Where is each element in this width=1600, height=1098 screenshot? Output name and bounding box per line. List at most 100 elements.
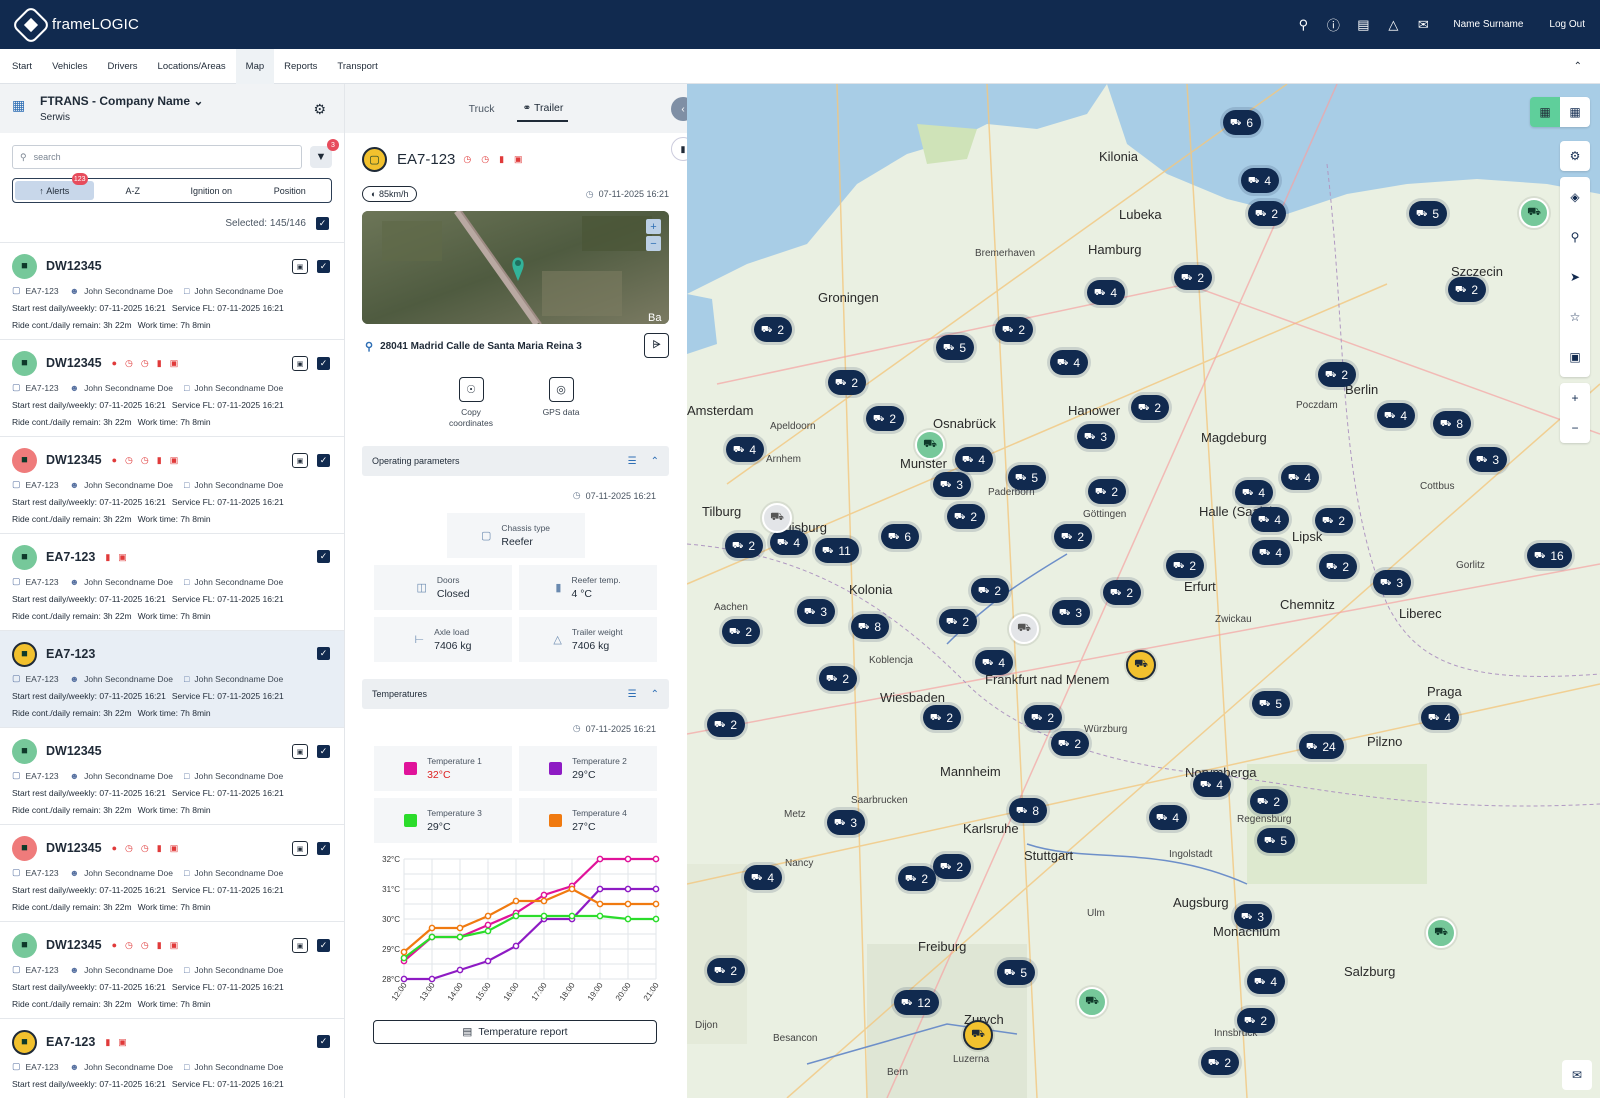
vehicle-cluster-marker[interactable]: ⛟ 5 [936, 335, 975, 360]
vehicle-cluster-marker[interactable]: ⛟ 4 [975, 650, 1014, 675]
vehicle-cluster-marker[interactable]: ⛟ 2 [1318, 362, 1357, 387]
nav-start[interactable]: Start [12, 60, 33, 72]
zoom-out-button[interactable]: − [646, 236, 661, 251]
vehicle-cluster-marker[interactable]: ⛟ 4 [1281, 465, 1320, 490]
logo[interactable]: frameLOGIC [11, 4, 139, 45]
vehicle-cluster-marker[interactable]: ⛟ 8 [1009, 798, 1048, 823]
vehicle-cluster-marker[interactable]: ⛟ 3 [933, 472, 972, 497]
vehicle-cluster-marker[interactable]: ⛟ 5 [1409, 201, 1448, 226]
vehicle-cluster-marker[interactable]: ⛟ 6 [1223, 110, 1262, 135]
vehicle-cluster-marker[interactable]: ⛟ 2 [1315, 508, 1354, 533]
vehicle-marker[interactable]: ⛟ [762, 503, 792, 533]
vehicle-cluster-marker[interactable]: ⛟ 2 [933, 854, 972, 879]
warning-icon[interactable]: △ [1388, 16, 1399, 32]
drag-handle-icon[interactable]: ☰ [627, 688, 637, 700]
fleet-map[interactable]: Kilonia Hamburg Bremerhaven Lubeka Szczecin B… [687, 84, 1600, 1098]
chat-icon[interactable]: ✉ [1562, 1060, 1592, 1090]
nav-map[interactable]: Map [235, 48, 275, 84]
vehicle-card[interactable]: ■ EA7-123 ✓ ▢ EA7-123 ☻ John Secondname Doe □ Jo… [0, 631, 344, 728]
vehicle-cluster-marker[interactable]: ⛟ 2 [947, 504, 986, 529]
vehicle-cluster-marker[interactable]: ⛟ 2 [1131, 395, 1170, 420]
vehicle-cluster-marker[interactable]: ⛟ 4 [1193, 772, 1232, 797]
gear-icon[interactable]: ⚙ [313, 101, 326, 117]
vehicle-checkbox[interactable]: ✓ [317, 357, 330, 370]
temperatures-header[interactable]: Temperatures ☰ ⌃ [362, 679, 669, 710]
vehicle-cluster-marker[interactable]: ⛟ 2 [995, 317, 1034, 342]
messages-icon[interactable]: ✉ [1417, 16, 1429, 32]
vehicle-cluster-marker[interactable]: ⛟ 5 [1257, 828, 1296, 853]
vehicle-cluster-marker[interactable]: ⛟ 3 [1373, 570, 1412, 595]
vehicle-cluster-marker[interactable]: ⛟ 3 [827, 810, 866, 835]
share-button[interactable]: ⩥ [644, 333, 669, 358]
zoom-out-icon[interactable]: − [1571, 421, 1579, 435]
select-all-checkbox[interactable]: ✓ [316, 217, 329, 230]
vehicle-cluster-marker[interactable]: ⛟ 8 [851, 614, 890, 639]
vehicle-cluster-marker[interactable]: ⛟ 2 [1024, 705, 1063, 730]
vehicle-cluster-marker[interactable]: ⛟ 2 [1174, 265, 1213, 290]
vehicle-card[interactable]: ■ DW12345 ● ◷ ◷ ▮ ▣ ▣ ✓ ▢ EA7-123 ☻ John Secondname … [0, 340, 344, 437]
tachograph-icon[interactable]: ▣ [292, 259, 308, 274]
lock-icon[interactable]: ▣ [1569, 350, 1581, 364]
mini-map[interactable]: Ba + − [362, 211, 669, 324]
vehicle-card[interactable]: ■ DW12345 ● ◷ ◷ ▮ ▣ ▣ ✓ ▢ EA7-123 ☻ John Secondname … [0, 825, 344, 922]
vehicle-cluster-marker[interactable]: ⛟ 12 [894, 990, 939, 1015]
vehicle-cluster-marker[interactable]: ⛟ 4 [1149, 805, 1188, 830]
layers-icon[interactable]: ◈ [1570, 190, 1580, 204]
vehicle-checkbox[interactable]: ✓ [317, 260, 330, 273]
vehicle-cluster-marker[interactable]: ⛟ 3 [1234, 904, 1273, 929]
vehicle-marker[interactable]: ⛟ [915, 430, 945, 460]
vehicle-cluster-marker[interactable]: ⛟ 2 [707, 958, 746, 983]
vehicle-cluster-marker[interactable]: ⛟ 4 [1252, 540, 1291, 565]
vehicle-cluster-marker[interactable]: ⛟ 5 [1008, 465, 1047, 490]
vehicle-marker[interactable]: ⛟ [963, 1020, 993, 1050]
vehicle-cluster-marker[interactable]: ⛟ 2 [1248, 201, 1287, 226]
sort-position[interactable]: Position [273, 185, 306, 196]
vehicle-cluster-marker[interactable]: ⛟ 2 [828, 370, 867, 395]
tachograph-icon[interactable]: ▣ [292, 744, 308, 759]
vehicle-cluster-marker[interactable]: ⛟ 16 [1527, 543, 1572, 568]
vehicle-cluster-marker[interactable]: ⛟ 3 [797, 599, 836, 624]
tab-trailer[interactable]: ⚭ Trailer [517, 96, 569, 122]
map-settings-icon[interactable]: ⚙ [1560, 141, 1590, 171]
vehicle-cluster-marker[interactable]: ⛟ 4 [1421, 705, 1460, 730]
vehicle-cluster-marker[interactable]: ⛟ 2 [1237, 1008, 1276, 1033]
vehicle-cluster-marker[interactable]: ⛟ 2 [707, 712, 746, 737]
collapse-panel-button[interactable]: ‹ [671, 97, 687, 121]
chevron-up-icon[interactable]: ⌃ [650, 455, 659, 467]
vehicle-cluster-marker[interactable]: ⛟ 5 [997, 960, 1036, 985]
copy-coordinates-button[interactable]: ☉ Copy coordinates [441, 377, 501, 429]
vehicle-card[interactable]: ■ EA7-123 ▮ ▣ ✓ ▢ EA7-123 ☻ John Secondname Doe □… [0, 1019, 344, 1098]
zoom-in-icon[interactable]: + [1571, 391, 1579, 405]
nav-transport[interactable]: Transport [337, 60, 378, 72]
map-view-icon[interactable]: ▦ [1530, 97, 1560, 127]
nav-drivers[interactable]: Drivers [107, 60, 138, 72]
vehicle-cluster-marker[interactable]: ⛟ 2 [1054, 524, 1093, 549]
help-icon[interactable]: ⓘ [1326, 18, 1340, 33]
map-search-icon[interactable]: ⚲ [1570, 230, 1580, 244]
vehicle-cluster-marker[interactable]: ⛟ 3 [1077, 424, 1116, 449]
chevron-up-icon[interactable]: ⌃ [650, 688, 659, 700]
vehicle-marker[interactable]: ⛟ [1009, 614, 1039, 644]
vehicle-card[interactable]: ■ DW12345 ● ◷ ◷ ▮ ▣ ▣ ✓ ▢ EA7-123 ☻ John Secondname … [0, 437, 344, 534]
user-name[interactable]: Name Surname [1453, 19, 1524, 30]
zoom-in-button[interactable]: + [646, 219, 661, 234]
sort-alerts[interactable]: ↑ Alerts 123 [15, 173, 94, 200]
vehicle-cluster-marker[interactable]: ⛟ 2 [898, 866, 937, 891]
vehicle-cluster-marker[interactable]: ⛟ 3 [1469, 447, 1508, 472]
vehicle-cluster-marker[interactable]: ⛟ 2 [819, 666, 858, 691]
vehicle-cluster-marker[interactable]: ⛟ 4 [1235, 480, 1274, 505]
vehicle-cluster-marker[interactable]: ⛟ 2 [1051, 731, 1090, 756]
vehicle-cluster-marker[interactable]: ⛟ 4 [1247, 969, 1286, 994]
gps-data-button[interactable]: ◎ GPS data [531, 377, 591, 429]
vehicle-cluster-marker[interactable]: ⛟ 4 [726, 437, 765, 462]
vehicle-cluster-marker[interactable]: ⛟ 2 [939, 609, 978, 634]
route-icon[interactable]: ➤ [1569, 270, 1581, 284]
panel-toggle-icon[interactable]: ▮ [671, 137, 687, 161]
vehicle-cluster-marker[interactable]: ⛟ 2 [1103, 580, 1142, 605]
vehicle-cluster-marker[interactable]: ⛟ 5 [1252, 691, 1291, 716]
sort-az[interactable]: A-Z [125, 185, 141, 196]
tachograph-icon[interactable]: ▣ [292, 841, 308, 856]
filter-button[interactable]: ▼ 3 [310, 139, 339, 168]
vehicle-cluster-marker[interactable]: ⛟ 2 [1166, 553, 1205, 578]
vehicle-cluster-marker[interactable]: ⛟ 4 [955, 447, 994, 472]
